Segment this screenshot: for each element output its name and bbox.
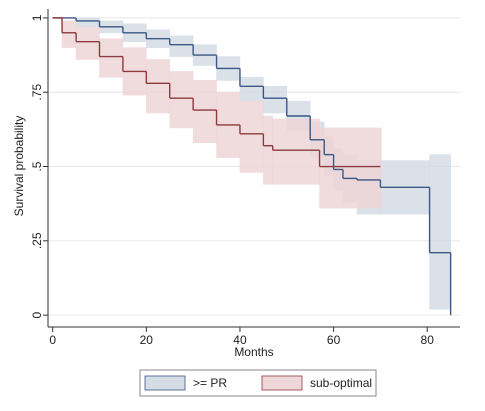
ci-band [169,35,194,57]
ci-band [61,20,77,48]
ci-band [239,77,264,102]
x-tick-label: 0 [49,333,56,347]
ci-band [146,59,171,114]
ci-band [75,17,100,28]
y-tick-label: 1 [30,14,44,21]
y-tick-label: .5 [30,161,44,171]
ci-band [272,118,320,185]
ci-band [380,127,382,209]
x-tick-label: 60 [327,333,341,347]
x-tick-label: 20 [140,333,154,347]
ci-band [75,26,100,60]
y-tick-label: 0 [30,311,44,318]
ci-band [192,80,217,144]
y-axis-label: Survival probability [12,116,26,217]
ci-band [429,154,451,310]
x-axis-label: Months [234,345,273,359]
x-tick-label: 80 [421,333,435,347]
ci-band [263,85,288,114]
y-tick-label: .75 [30,84,44,101]
ci-band [263,115,274,185]
legend-label: sub-optimal [310,376,372,390]
legend-label: >= PR [193,376,227,390]
ci-band [99,38,124,78]
ci-band [239,100,264,173]
ci-band [319,127,381,209]
legend-swatch [144,375,186,391]
y-tick-label: .25 [30,232,44,249]
x-tick-label: 40 [233,333,247,347]
ci-band [169,71,194,129]
legend-swatch [261,375,303,391]
